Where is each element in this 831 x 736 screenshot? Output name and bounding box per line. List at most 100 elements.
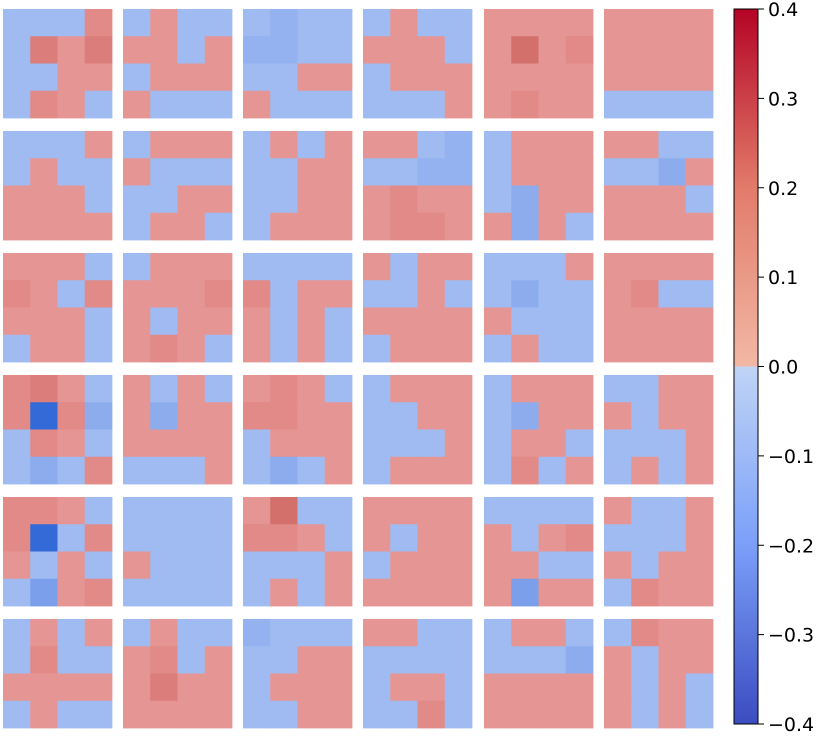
heatmap-cell [363, 673, 391, 702]
heatmap-cell [604, 524, 632, 552]
heatmap-cell [270, 212, 298, 241]
heatmap-cell [538, 158, 567, 186]
heatmap-cell [3, 578, 31, 607]
heatmap-cell [484, 456, 512, 485]
heatmap-panel-r3-c6 [604, 253, 714, 363]
heatmap-cell [484, 334, 512, 363]
heatmap-cell [270, 158, 298, 186]
heatmap-cell [297, 402, 326, 430]
heatmap-cell [150, 185, 178, 214]
heatmap-cell [204, 524, 233, 552]
heatmap-cell [243, 673, 271, 702]
heatmap-cell [685, 212, 714, 241]
heatmap-cell [177, 131, 206, 159]
heatmap-cell [565, 36, 594, 64]
heatmap-cell [324, 253, 353, 281]
heatmap-cell [270, 334, 298, 363]
heatmap-cell [511, 456, 539, 485]
heatmap-cell [324, 307, 353, 336]
heatmap-cell [444, 63, 473, 92]
heatmap-cell [565, 402, 594, 430]
heatmap-cell [204, 334, 233, 363]
colorbar: 0.4 0.3 0.2 0.1 0.0 −0.1 −0.2 −0.3 −0.4 [733, 0, 814, 736]
heatmap-cell [324, 619, 353, 647]
heatmap-cell [631, 429, 659, 458]
heatmap-cell [685, 63, 714, 92]
heatmap-cell [444, 456, 473, 485]
heatmap-cell [177, 375, 206, 403]
heatmap-cell [538, 212, 567, 241]
heatmap-cell [417, 36, 446, 64]
heatmap-cell [3, 131, 31, 159]
heatmap-cell [444, 158, 473, 186]
heatmap-cell [84, 578, 113, 607]
heatmap-cell [565, 63, 594, 92]
heatmap-cell [685, 9, 714, 37]
heatmap-panel-r3-c2 [123, 253, 233, 363]
heatmap-cell [685, 700, 714, 729]
heatmap-cell [565, 524, 594, 552]
heatmap-cell [658, 375, 687, 403]
heatmap-cell [297, 185, 326, 214]
heatmap-cell [243, 619, 271, 647]
heatmap-cell [270, 307, 298, 336]
heatmap-cell [204, 131, 233, 159]
heatmap-cell [3, 9, 31, 37]
heatmap-cell [297, 334, 326, 363]
heatmap-cell [604, 375, 632, 403]
heatmap-cell [324, 280, 353, 308]
heatmap-cell [84, 280, 113, 308]
heatmap-cell [565, 307, 594, 336]
heatmap-cell [631, 646, 659, 674]
heatmap-cell [604, 185, 632, 214]
heatmap-cell [57, 375, 86, 403]
heatmap-cell [150, 375, 178, 403]
heatmap-cell [30, 280, 58, 308]
heatmap-cell [685, 334, 714, 363]
heatmap-cell [297, 646, 326, 674]
heatmap-cell [3, 334, 31, 363]
heatmap-cell [324, 334, 353, 363]
heatmap-cell [685, 90, 714, 119]
heatmap-cell [3, 253, 31, 281]
heatmap-cell [123, 9, 151, 37]
heatmap-cell [484, 90, 512, 119]
heatmap-cell [3, 402, 31, 430]
heatmap-cell [604, 158, 632, 186]
heatmap-cell [57, 212, 86, 241]
heatmap-cell [297, 90, 326, 119]
heatmap-cell [484, 36, 512, 64]
heatmap-panel-r5-c5 [484, 497, 594, 607]
heatmap-cell [123, 578, 151, 607]
heatmap-panel-r6-c2 [123, 619, 233, 729]
heatmap-cell [150, 334, 178, 363]
heatmap-panel-r6-c1 [3, 619, 113, 729]
heatmap-cell [324, 131, 353, 159]
heatmap-cell [57, 578, 86, 607]
colorbar-tick-label: 0.4 [768, 0, 798, 21]
heatmap-cell [204, 36, 233, 64]
heatmap-cell [270, 131, 298, 159]
heatmap-cell [84, 158, 113, 186]
heatmap-cell [444, 578, 473, 607]
heatmap-cell [123, 334, 151, 363]
heatmap-cell [177, 158, 206, 186]
heatmap-cell [417, 619, 446, 647]
heatmap-cell [631, 673, 659, 702]
heatmap-cell [484, 131, 512, 159]
heatmap-cell [658, 90, 687, 119]
heatmap-cell [177, 646, 206, 674]
heatmap-cell [511, 551, 539, 580]
heatmap-cell [150, 9, 178, 37]
heatmap-cell [30, 307, 58, 336]
heatmap-cell [297, 619, 326, 647]
heatmap-cell [444, 36, 473, 64]
heatmap-cell [685, 551, 714, 580]
heatmap-cell [243, 700, 271, 729]
heatmap-cell [150, 36, 178, 64]
heatmap-panel-r3-c5 [484, 253, 594, 363]
heatmap-cell [3, 524, 31, 552]
heatmap-cell [363, 497, 391, 525]
heatmap-cell [363, 36, 391, 64]
heatmap-cell [324, 212, 353, 241]
